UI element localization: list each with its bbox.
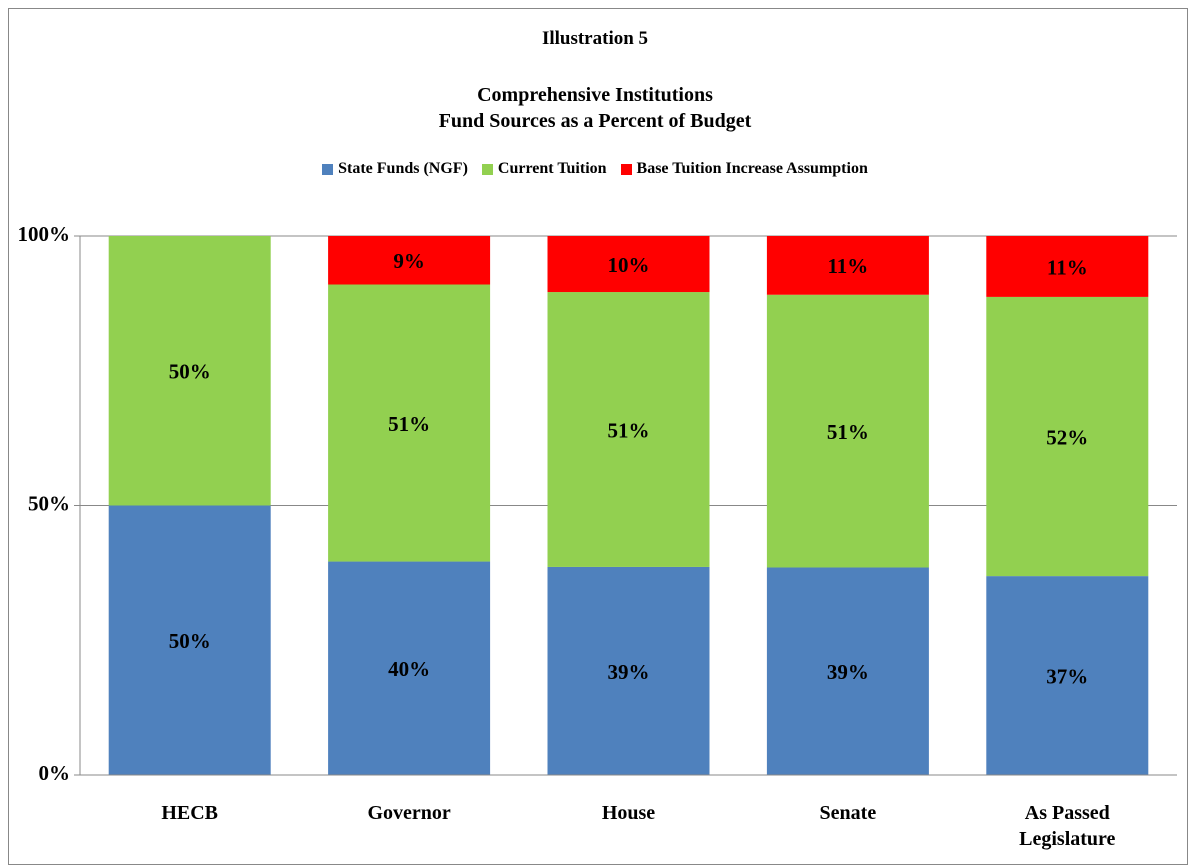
bar-segment — [108, 236, 271, 506]
bar-segment — [766, 567, 929, 775]
chart-frame — [8, 8, 1188, 865]
x-tick-label: HECB — [161, 802, 219, 824]
data-label: 11% — [1047, 255, 1088, 279]
data-label: 10% — [608, 253, 650, 277]
x-tick-label: House — [601, 802, 656, 824]
bar-segment — [986, 576, 1149, 775]
legend-swatch — [620, 163, 632, 175]
bar-segment — [766, 294, 929, 568]
legend-swatch — [481, 163, 493, 175]
data-label: 39% — [827, 660, 869, 684]
data-label: 52% — [1046, 425, 1088, 449]
data-label: 11% — [827, 254, 868, 278]
legend-item: State Funds (NGF) — [322, 160, 468, 178]
bar-segment — [547, 236, 710, 293]
bar-segment — [328, 236, 491, 285]
y-tick-label: 0% — [39, 761, 71, 785]
y-tick-label: 50% — [28, 491, 70, 515]
chart-title: Illustration 5 — [541, 28, 649, 49]
legend-label: State Funds (NGF) — [338, 160, 468, 177]
bar-segment — [547, 566, 710, 775]
legend-item: Current Tuition — [481, 160, 607, 178]
chart-subtitle: Comprehensive Institutions Fund Sources … — [438, 84, 752, 132]
legend-label: Base Tuition Increase Assumption — [636, 160, 868, 177]
bar-segment — [986, 236, 1149, 297]
data-label: 50% — [169, 360, 211, 384]
legend-swatch — [322, 163, 334, 175]
data-label: 40% — [388, 657, 430, 681]
x-tick-label: Governor — [367, 802, 451, 824]
bar-segment — [766, 236, 929, 295]
data-label: 50% — [169, 629, 211, 653]
x-tick-label: As Passed Legislature — [1019, 802, 1116, 850]
legend: State Funds (NGF) Current Tuition Base Tui… — [0, 160, 1190, 178]
data-label: 9% — [393, 249, 425, 273]
x-tick-label: Senate — [819, 802, 877, 824]
data-label: 39% — [608, 660, 650, 684]
bar-segment — [328, 284, 491, 562]
y-tick-label: 100% — [18, 222, 71, 246]
data-label: 51% — [827, 420, 869, 444]
legend-item: Base Tuition Increase Assumption — [620, 160, 868, 178]
data-label: 51% — [608, 418, 650, 442]
bar-segment — [108, 505, 271, 775]
bar-segment — [986, 296, 1149, 577]
legend-label: Current Tuition — [497, 160, 607, 177]
data-label: 51% — [388, 412, 430, 436]
bar-segment — [547, 292, 710, 567]
data-label: 37% — [1046, 664, 1088, 688]
bar-segment — [328, 561, 491, 775]
